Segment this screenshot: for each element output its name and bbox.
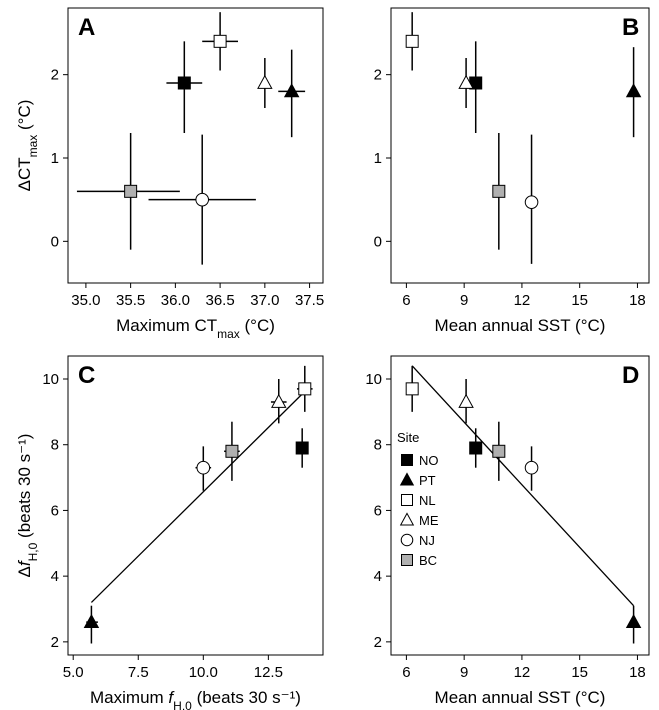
y-tick-label: 8 xyxy=(374,437,382,454)
x-tick-label: 12.5 xyxy=(254,664,283,681)
point-pt xyxy=(83,613,100,629)
x-tick-label: 18 xyxy=(629,664,646,681)
x-tick-label: 6 xyxy=(402,292,410,309)
panel-letter: A xyxy=(78,14,95,41)
x-axis-label: Maximum CTmax (°C) xyxy=(116,316,275,341)
panel-letter: B xyxy=(622,14,639,41)
plot-frame xyxy=(390,7,650,284)
y-tick-label: 2 xyxy=(374,634,382,651)
point-bc xyxy=(492,184,506,198)
legend-marker-pt xyxy=(399,472,415,486)
x-tick-label: 37.5 xyxy=(295,292,324,309)
point-bc xyxy=(225,444,239,458)
x-tick-label: 35.0 xyxy=(71,292,100,309)
x-tick-label: 12 xyxy=(514,664,531,681)
y-tick-label: 1 xyxy=(51,150,59,167)
legend-label-me: ME xyxy=(419,513,439,528)
x-tick-label: 9 xyxy=(460,664,468,681)
point-me xyxy=(257,74,273,89)
point-bc xyxy=(124,184,138,198)
legend-label-bc: BC xyxy=(419,553,437,568)
plot-frame xyxy=(67,355,324,656)
y-tick-label: 10 xyxy=(42,371,59,388)
x-axis-label: Mean annual SST (°C) xyxy=(435,316,606,335)
point-nl xyxy=(213,34,227,48)
legend-title: Site xyxy=(397,430,419,445)
plot-frame xyxy=(390,355,650,656)
y-tick-label: 1 xyxy=(374,150,382,167)
y-tick-label: 2 xyxy=(51,67,59,84)
point-nj xyxy=(524,460,539,475)
y-tick-label: 6 xyxy=(374,502,382,519)
x-tick-label: 6 xyxy=(402,664,410,681)
point-no xyxy=(295,441,309,455)
y-tick-label: 6 xyxy=(51,502,59,519)
point-nl xyxy=(405,34,419,48)
fit-line xyxy=(411,365,635,607)
x-tick-label: 15 xyxy=(571,664,588,681)
y-axis-label: ΔfH,0 (beats 30 s⁻¹) xyxy=(15,434,40,578)
point-nl xyxy=(405,382,419,396)
y-tick-label: 2 xyxy=(51,634,59,651)
point-me xyxy=(458,74,474,89)
fit-line xyxy=(90,388,308,603)
y-tick-label: 4 xyxy=(374,568,382,585)
x-tick-label: 36.5 xyxy=(206,292,235,309)
legend-marker-no xyxy=(401,454,413,466)
panel-a: 35.0 35.5 36.0 36.5 37.0 37.5 0 1 2 A Maximum CTma… xyxy=(15,7,324,341)
x-tick-label: 18 xyxy=(629,292,646,309)
x-tick-label: 10.0 xyxy=(189,664,218,681)
y-tick-label: 10 xyxy=(365,371,382,388)
x-axis-label: Maximum fH,0 (beats 30 s⁻¹) xyxy=(90,688,301,710)
point-pt xyxy=(625,83,642,98)
x-tick-label: 5.0 xyxy=(63,664,84,681)
x-tick-label: 12 xyxy=(514,292,531,309)
point-me xyxy=(271,393,287,408)
legend-label-pt: PT xyxy=(419,473,436,488)
point-nj xyxy=(195,192,210,207)
legend-label-nj: NJ xyxy=(419,533,435,548)
legend-marker-bc xyxy=(401,554,413,566)
point-no xyxy=(469,441,483,455)
legend-label-no: NO xyxy=(419,453,439,468)
point-nj xyxy=(524,195,539,209)
point-pt xyxy=(283,83,300,98)
legend-marker-nj xyxy=(400,533,414,547)
panel-letter: C xyxy=(78,362,95,389)
x-tick-label: 7.5 xyxy=(128,664,149,681)
x-tick-label: 15 xyxy=(571,292,588,309)
x-axis-label: Mean annual SST (°C) xyxy=(435,688,606,707)
legend-marker-me xyxy=(399,512,415,526)
y-tick-label: 4 xyxy=(51,568,59,585)
panel-d: 6 9 12 15 18 2 4 6 8 10 D Mean annual SST (°C) xyxy=(365,355,650,707)
panel-c: 5.0 7.5 10.0 12.5 2 4 6 8 10 C Maximum fH,0 (beats… xyxy=(15,355,324,710)
x-tick-label: 37.0 xyxy=(250,292,279,309)
point-pt xyxy=(625,613,642,629)
y-tick-label: 8 xyxy=(51,437,59,454)
legend-label-nl: NL xyxy=(419,493,436,508)
panel-letter: D xyxy=(622,362,639,389)
y-tick-label: 0 xyxy=(374,233,382,250)
x-tick-label: 35.5 xyxy=(116,292,145,309)
point-bc xyxy=(492,444,506,458)
point-me xyxy=(458,393,474,408)
x-tick-label: 36.0 xyxy=(161,292,190,309)
y-axis-label: ΔCTmax (°C) xyxy=(15,100,40,192)
plot-frame xyxy=(67,7,324,284)
point-nl xyxy=(298,382,312,396)
y-tick-label: 2 xyxy=(374,67,382,84)
y-tick-label: 0 xyxy=(51,233,59,250)
legend-marker-nl xyxy=(401,494,413,506)
x-tick-label: 9 xyxy=(460,292,468,309)
point-nj xyxy=(196,460,211,475)
point-no xyxy=(177,76,191,90)
